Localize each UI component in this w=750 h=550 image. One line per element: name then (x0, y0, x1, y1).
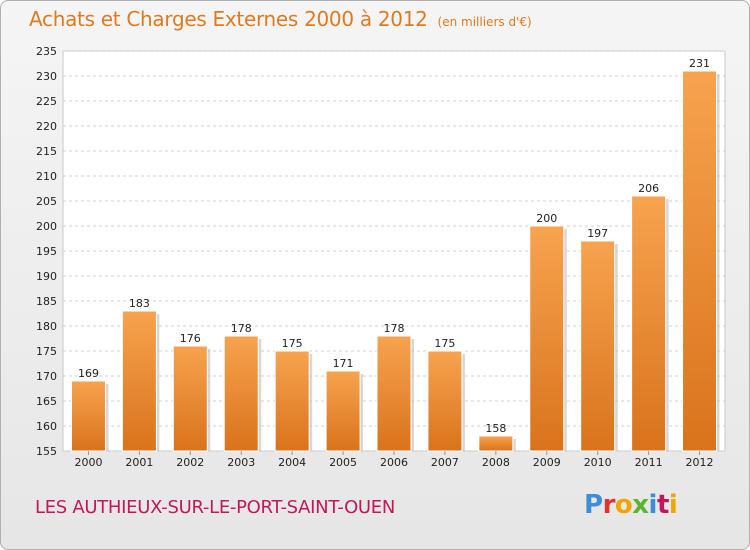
bar-2002[interactable] (172, 345, 208, 452)
y-tick-label: 180 (36, 320, 57, 333)
y-tick-label: 160 (36, 420, 57, 433)
y-tick-label: 155 (36, 445, 57, 458)
logo-letter: P (584, 490, 603, 520)
y-tick-label: 235 (36, 45, 57, 58)
x-tick-label-2000: 2000 (74, 456, 102, 469)
bars (70, 70, 720, 452)
data-label-2006: 178 (384, 322, 405, 335)
logo-letter: i (668, 490, 678, 520)
x-tick-label-2008: 2008 (482, 456, 510, 469)
x-tick-label-2010: 2010 (584, 456, 612, 469)
logo-letter: i (648, 490, 658, 520)
y-tick-label: 230 (36, 70, 57, 83)
bar-2012[interactable] (682, 70, 718, 452)
data-label-2004: 175 (282, 337, 303, 350)
logo-letter: x (632, 490, 649, 520)
chart-title: Achats et Charges Externes 2000 à 2012 (e… (29, 7, 532, 31)
x-tick-label-2005: 2005 (329, 456, 357, 469)
x-tick-label-2002: 2002 (176, 456, 204, 469)
chart-subtitle: (en milliers d'€) (437, 15, 532, 29)
y-tick-label: 195 (36, 245, 57, 258)
y-tick-label: 225 (36, 95, 57, 108)
bar-2003[interactable] (223, 335, 259, 452)
data-label-2010: 197 (587, 227, 608, 240)
data-label-2001: 183 (129, 297, 150, 310)
y-tick-label: 165 (36, 395, 57, 408)
y-tick-label: 210 (36, 170, 57, 183)
x-tick-label-2003: 2003 (227, 456, 255, 469)
x-tick-label-2012: 2012 (686, 456, 714, 469)
y-tick-label: 200 (36, 220, 57, 233)
data-label-2005: 171 (333, 357, 354, 370)
x-tick-label-2011: 2011 (635, 456, 663, 469)
data-label-2003: 178 (231, 322, 252, 335)
bar-2009[interactable] (529, 225, 565, 452)
x-tick-label-2009: 2009 (533, 456, 561, 469)
y-axis-tick-labels: 155 160 165 170 175 180 185 190 195 200 205 210 215 2… (36, 45, 57, 458)
logo-letter: r (602, 490, 616, 520)
y-tick-label: 215 (36, 145, 57, 158)
data-label-2009: 200 (536, 212, 557, 225)
bar-2004[interactable] (274, 350, 310, 452)
x-tick-label-2006: 2006 (380, 456, 408, 469)
y-tick-label: 205 (36, 195, 57, 208)
data-label-2008: 158 (485, 422, 506, 435)
y-tick-label: 185 (36, 295, 57, 308)
y-tick-label: 175 (36, 345, 57, 358)
y-tick-label: 220 (36, 120, 57, 133)
commune-name: LES AUTHIEUX-SUR-LE-PORT-SAINT-OUEN (35, 497, 396, 518)
bar-2000[interactable] (70, 380, 106, 452)
logo-letter: t (656, 490, 669, 520)
chart-title-text: Achats et Charges Externes 2000 à 2012 (29, 7, 428, 31)
y-tick-label: 190 (36, 270, 57, 283)
data-label-2002: 176 (180, 332, 201, 345)
x-tick-label-2007: 2007 (431, 456, 459, 469)
bar-2005[interactable] (325, 370, 361, 452)
data-label-2012: 231 (689, 57, 710, 70)
bar-2006[interactable] (376, 335, 412, 452)
data-label-2011: 206 (638, 182, 659, 195)
y-tick-label: 170 (36, 370, 57, 383)
x-axis-tick-labels: 2000 2001 2002 2003 2004 2005 2006 2007 2008 2009… (74, 451, 714, 469)
bar-2008[interactable] (478, 435, 514, 452)
logo-letter: o (614, 490, 633, 520)
bar-2011[interactable] (631, 195, 667, 452)
data-label-2000: 169 (78, 367, 99, 380)
bar-2001[interactable] (121, 310, 157, 452)
x-tick-label-2004: 2004 (278, 456, 306, 469)
proxiti-logo[interactable]: Proxiti (584, 490, 678, 520)
data-labels: 169 183 176 178 175 171 178 175 158 200 197 206 231 (78, 57, 710, 435)
bar-2007[interactable] (427, 350, 463, 452)
x-tick-label-2001: 2001 (125, 456, 153, 469)
bar-2010[interactable] (580, 240, 616, 452)
data-label-2007: 175 (434, 337, 455, 350)
